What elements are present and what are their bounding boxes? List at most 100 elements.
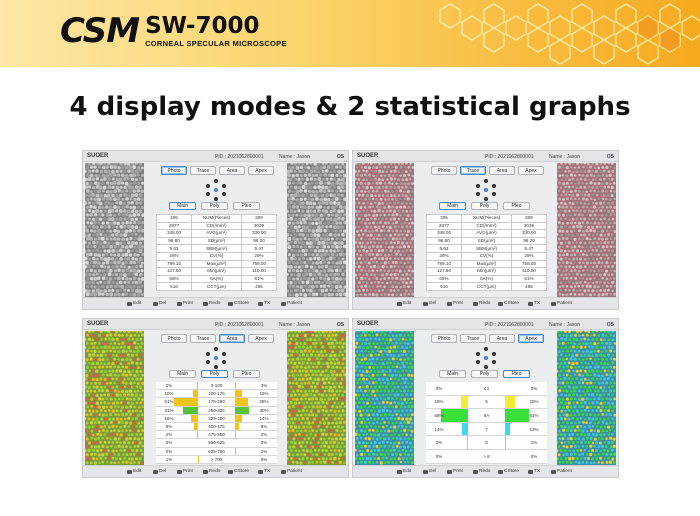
cstore-button[interactable]: CStore [228, 301, 249, 306]
bin-label: 7 [485, 426, 488, 432]
print-button[interactable]: Print [177, 469, 193, 474]
patient-name: Name : Jason [549, 154, 580, 160]
mode-pleo[interactable]: Pleo [503, 202, 530, 210]
tab-photo[interactable]: Photo [431, 334, 457, 343]
tab-trace[interactable]: Trace [190, 334, 216, 343]
redo-button[interactable]: Redo [203, 301, 220, 306]
table-row: 96.80 SD(μm²) 96.20 [426, 236, 547, 246]
left-cell-image[interactable] [355, 163, 414, 298]
histogram-row: 0% ≤4 0% [426, 382, 547, 396]
tab-trace[interactable]: Trace [460, 334, 486, 343]
tx-button[interactable]: TX [528, 469, 540, 474]
left-cell-image[interactable] [85, 163, 144, 298]
mode-pleo[interactable]: Pleo [503, 370, 530, 378]
edit-button[interactable]: Edit [127, 301, 141, 306]
table-row: 96.80 SD(μm²) 96.20 [156, 236, 277, 246]
redo-button[interactable]: Redo [473, 469, 490, 474]
tab-photo[interactable]: Photo [431, 166, 457, 175]
patient-icon [551, 301, 556, 306]
print-button[interactable]: Print [447, 469, 463, 474]
cstore-button[interactable]: CStore [228, 469, 249, 474]
tab-trace[interactable]: Trace [190, 166, 216, 175]
table-row: 305 NUM(Pieces) 309 [426, 214, 547, 223]
right-percent: 15% [259, 391, 269, 397]
tab-apex[interactable]: Apex [518, 334, 544, 343]
print-button[interactable]: Print [177, 301, 193, 306]
tab-apex[interactable]: Apex [248, 166, 274, 175]
mode-poly[interactable]: Poly [471, 202, 498, 210]
mode-main[interactable]: Main [439, 370, 466, 378]
tx-button[interactable]: TX [258, 469, 270, 474]
mode-pleo[interactable]: Pleo [233, 202, 260, 210]
cstore-button[interactable]: CStore [498, 301, 519, 306]
edit-button[interactable]: Edit [397, 301, 411, 306]
delete-button[interactable]: Del [423, 469, 436, 474]
left-cell-image[interactable] [85, 331, 144, 466]
metric-label: CCT(μm) [461, 282, 512, 291]
left-cell-image[interactable] [355, 331, 414, 466]
table-row: 305 NUM(Pieces) 309 [156, 214, 277, 223]
patient-button[interactable]: Patient [551, 469, 572, 474]
bin-label: 100-175 [208, 391, 225, 397]
metric-label: 6A(%) [191, 274, 242, 284]
patient-button[interactable]: Patient [281, 469, 302, 474]
transfer-icon [528, 469, 533, 474]
table-row: 348.00 AVG(μm²) 330.00 [426, 229, 547, 238]
mode-poly[interactable]: Poly [201, 370, 228, 378]
stat-modes: Main Poly Pleo [439, 202, 530, 210]
left-eye-value: 799.10 [426, 259, 462, 269]
histogram-row: 0% > 8 0% [426, 450, 547, 464]
cstore-button[interactable]: CStore [498, 469, 519, 474]
fixation-dots-icon [475, 347, 497, 369]
mode-main[interactable]: Main [439, 202, 466, 210]
redo-button[interactable]: Redo [473, 301, 490, 306]
table-row: 2877 CD(/mm²) 3039 [156, 221, 277, 231]
right-cell-image[interactable] [287, 331, 346, 466]
trash-icon [423, 469, 428, 474]
logo-subtitle: CORNEAL SPECULAR MICROSCOPE [145, 39, 287, 48]
transfer-icon [258, 301, 263, 306]
left-eye-value: 305 [156, 214, 192, 223]
view-tabs: Photo Trace Area Apex [431, 334, 544, 343]
edit-button[interactable]: Edit [127, 469, 141, 474]
mode-main[interactable]: Main [169, 202, 196, 210]
redo-button[interactable]: Redo [203, 469, 220, 474]
tab-trace[interactable]: Trace [460, 166, 486, 175]
patient-button[interactable]: Patient [281, 301, 302, 306]
edit-button[interactable]: Edit [397, 469, 411, 474]
tab-area[interactable]: Area [489, 334, 515, 343]
delete-button[interactable]: Del [153, 301, 166, 306]
metric-label: Max(μm²) [191, 259, 242, 269]
right-bar [505, 409, 530, 422]
tab-area[interactable]: Area [219, 334, 245, 343]
tab-apex[interactable]: Apex [518, 166, 544, 175]
left-eye-value: 5.63 [156, 244, 192, 253]
tab-area[interactable]: Area [219, 166, 245, 175]
left-percent: 2% [165, 432, 173, 438]
tx-button[interactable]: TX [258, 301, 270, 306]
patient-button[interactable]: Patient [551, 301, 572, 306]
tx-button[interactable]: TX [528, 301, 540, 306]
tab-apex[interactable]: Apex [248, 334, 274, 343]
right-cell-image[interactable] [557, 331, 616, 466]
left-eye-value: 5.63 [426, 244, 462, 253]
print-button[interactable]: Print [447, 301, 463, 306]
right-cell-image[interactable] [557, 163, 616, 298]
left-bar [440, 409, 468, 422]
tab-photo[interactable]: Photo [161, 166, 187, 175]
mode-pleo[interactable]: Pleo [233, 370, 260, 378]
metric-label: CV(%) [461, 251, 512, 261]
metric-label: CD(/mm²) [191, 221, 242, 231]
histogram-row: 8% 400-475 8% [156, 422, 277, 432]
mode-main[interactable]: Main [169, 370, 196, 378]
left-percent: 1% [165, 456, 173, 462]
stats-table: 305 NUM(Pieces) 309 2877 CD(/mm²) 3039 348.00 A… [156, 214, 277, 291]
mode-poly[interactable]: Poly [201, 202, 228, 210]
delete-button[interactable]: Del [423, 301, 436, 306]
tab-photo[interactable]: Photo [161, 334, 187, 343]
delete-button[interactable]: Del [153, 469, 166, 474]
right-cell-image[interactable] [287, 163, 346, 298]
tab-area[interactable]: Area [489, 166, 515, 175]
left-eye-value: 96.80 [426, 236, 462, 246]
mode-poly[interactable]: Poly [471, 370, 498, 378]
